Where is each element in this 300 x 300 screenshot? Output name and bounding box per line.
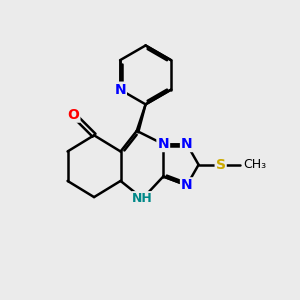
Text: S: S xyxy=(216,158,226,172)
Text: N: N xyxy=(158,137,169,151)
Text: N: N xyxy=(114,82,126,97)
Text: CH₃: CH₃ xyxy=(243,158,266,171)
Text: N: N xyxy=(181,137,193,151)
Text: N: N xyxy=(181,178,193,192)
Text: NH: NH xyxy=(132,192,153,205)
Text: O: O xyxy=(68,108,80,122)
